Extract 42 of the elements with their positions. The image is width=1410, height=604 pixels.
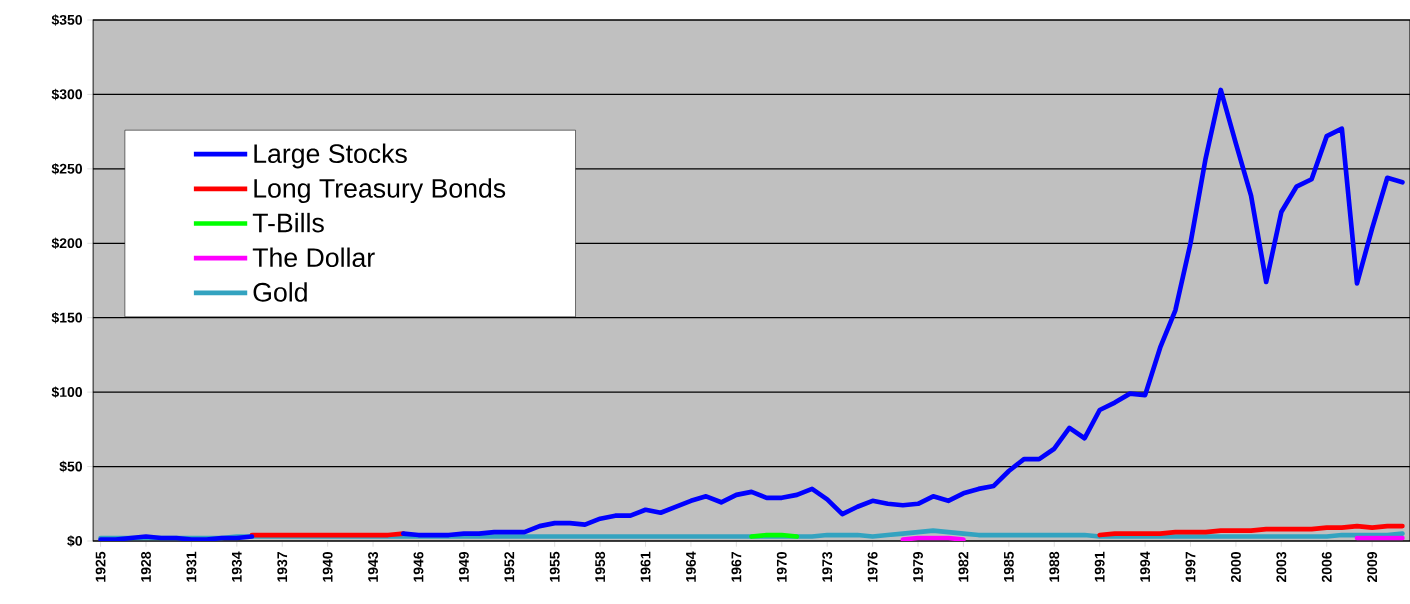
- x-tick-label: 1964: [686, 551, 696, 582]
- x-tick-label: 1994: [1140, 551, 1151, 582]
- y-tick-label: $0: [67, 535, 83, 547]
- x-tick-label: 2009: [1367, 551, 1378, 583]
- x-tick-label: 1991: [1094, 551, 1105, 582]
- x-tick-label: 2003: [1276, 551, 1287, 583]
- x-tick-label: 1937: [277, 552, 288, 582]
- y-tick-label: $50: [59, 460, 83, 473]
- x-tick-label: 1967: [731, 552, 742, 582]
- x-tick-label: 1955: [549, 551, 560, 582]
- x-tick-label: 1988: [1049, 551, 1060, 582]
- x-tick-label: 1949: [458, 551, 469, 582]
- x-tick-label: 1925: [95, 551, 106, 582]
- x-tick-label: 1973: [822, 551, 833, 582]
- y-tick-label: $250: [51, 163, 83, 175]
- x-tick-label: 2006: [1321, 551, 1332, 583]
- x-tick-label: 1985: [1003, 551, 1014, 582]
- y-tick-label: $300: [51, 88, 83, 101]
- x-tick-label: 1934: [231, 551, 242, 582]
- x-tick-label: 1928: [141, 551, 151, 582]
- x-tick-label: 1946: [413, 551, 424, 582]
- y-tick-label: $200: [51, 237, 83, 249]
- legend-label: The Dollar: [252, 247, 375, 268]
- y-tick-label: $150: [51, 312, 83, 324]
- legend-label: Long Treasury Bonds: [254, 178, 506, 204]
- legend-label: Gold: [253, 282, 307, 302]
- legend-label: T-Bills: [252, 212, 324, 233]
- x-tick-label: 1982: [958, 551, 969, 582]
- x-tick-label: 2000: [1230, 551, 1241, 583]
- x-tick-label: 1940: [322, 551, 333, 582]
- x-tick-label: 1976: [867, 551, 878, 582]
- x-tick-label: 1931: [186, 551, 197, 582]
- legend-label: Large Stocks: [254, 143, 407, 169]
- y-tick-label: $350: [51, 14, 83, 26]
- x-tick-label: 1997: [1185, 552, 1196, 582]
- y-tick-label: $100: [51, 386, 83, 398]
- x-tick-label: 1979: [913, 551, 923, 582]
- x-tick-label: 1961: [640, 551, 651, 582]
- x-tick-label: 1943: [368, 551, 379, 582]
- x-tick-label: 1970: [776, 551, 787, 582]
- x-tick-label: 1958: [595, 551, 606, 582]
- x-tick-label: 1952: [504, 551, 515, 582]
